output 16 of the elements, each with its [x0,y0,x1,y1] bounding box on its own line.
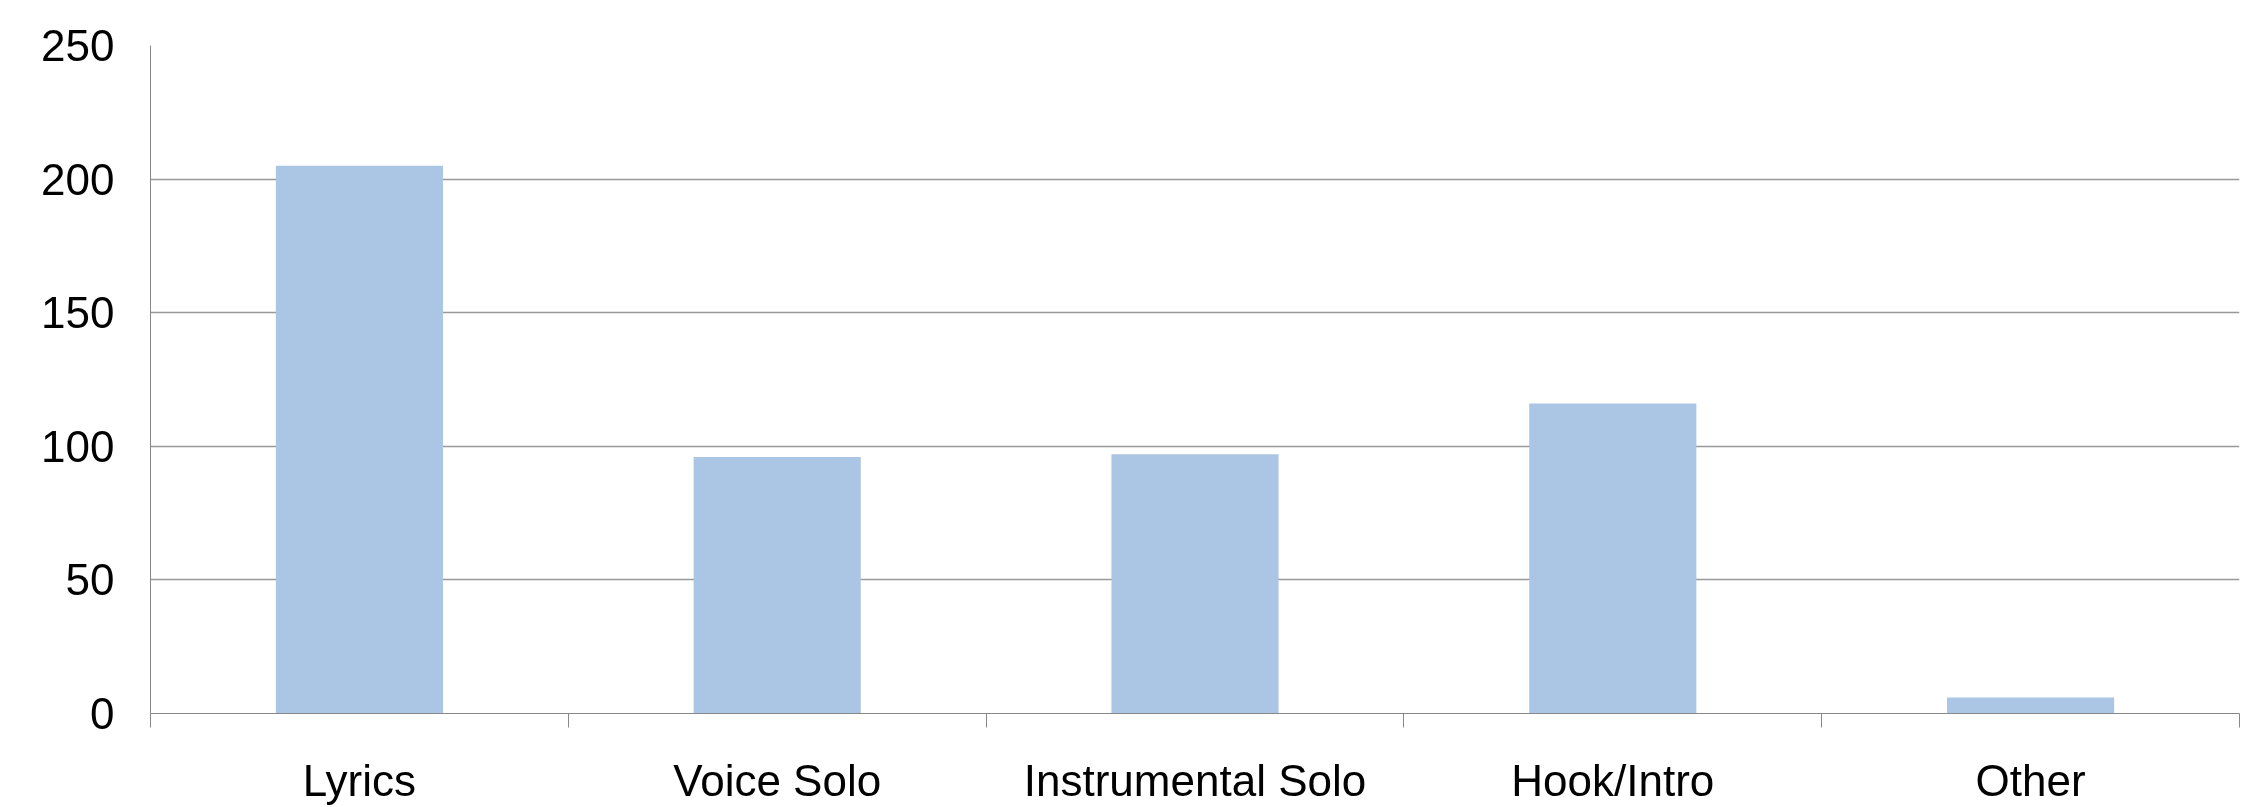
bar [1111,454,1279,714]
x-tick-label: Lyrics [302,755,417,805]
bar [1529,403,1697,714]
y-tick-label: 50 [65,555,115,605]
x-tick-label: Other [1975,755,2086,805]
x-tick-label: Hook/Intro [1511,755,1715,805]
x-tick-label: Instrumental Solo [1023,755,1367,805]
y-tick-label: 250 [41,21,115,70]
bar [1947,697,2115,714]
bar [275,165,443,714]
bar [693,456,861,714]
y-tick-label: 150 [41,288,115,338]
y-tick-label: 200 [41,154,115,204]
x-tick-label: Voice Solo [673,755,882,805]
y-tick-label: 100 [41,421,115,471]
y-tick-label: 0 [90,689,115,738]
